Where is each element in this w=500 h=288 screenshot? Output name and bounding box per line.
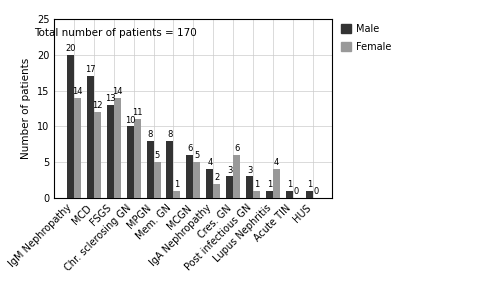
- Bar: [186, 155, 194, 198]
- Text: 5: 5: [194, 151, 200, 160]
- Text: 0: 0: [314, 187, 319, 196]
- Bar: [233, 155, 240, 198]
- Bar: [306, 191, 313, 198]
- Text: 13: 13: [105, 94, 116, 103]
- Bar: [246, 177, 253, 198]
- Legend: Male, Female: Male, Female: [338, 20, 395, 56]
- Text: 1: 1: [254, 180, 259, 189]
- Bar: [194, 162, 200, 198]
- Bar: [87, 76, 94, 198]
- Bar: [226, 177, 233, 198]
- Bar: [94, 112, 101, 198]
- Text: 1: 1: [267, 180, 272, 189]
- Text: 2: 2: [214, 173, 220, 182]
- Bar: [273, 169, 280, 198]
- Text: 3: 3: [227, 166, 232, 175]
- Text: 4: 4: [207, 158, 212, 167]
- Text: 1: 1: [306, 180, 312, 189]
- Text: 1: 1: [174, 180, 180, 189]
- Text: 8: 8: [168, 130, 172, 139]
- Text: Total number of patients = 170: Total number of patients = 170: [34, 28, 197, 38]
- Bar: [134, 119, 140, 198]
- Text: 4: 4: [274, 158, 279, 167]
- Bar: [214, 183, 220, 198]
- Text: 8: 8: [148, 130, 153, 139]
- Text: 5: 5: [154, 151, 160, 160]
- Text: 6: 6: [187, 144, 192, 153]
- Text: 17: 17: [85, 65, 96, 75]
- Text: 14: 14: [112, 87, 122, 96]
- Text: 1: 1: [287, 180, 292, 189]
- Bar: [253, 191, 260, 198]
- Bar: [74, 98, 81, 198]
- Text: 12: 12: [92, 101, 102, 110]
- Text: 3: 3: [247, 166, 252, 175]
- Text: 20: 20: [65, 44, 76, 53]
- Bar: [154, 162, 160, 198]
- Bar: [166, 141, 173, 198]
- Y-axis label: Number of patients: Number of patients: [22, 58, 32, 159]
- Bar: [67, 55, 74, 198]
- Text: 10: 10: [125, 115, 136, 124]
- Bar: [206, 169, 214, 198]
- Text: 11: 11: [132, 108, 142, 118]
- Text: 6: 6: [234, 144, 239, 153]
- Bar: [126, 126, 134, 198]
- Bar: [174, 191, 180, 198]
- Bar: [286, 191, 293, 198]
- Text: 0: 0: [294, 187, 299, 196]
- Bar: [114, 98, 120, 198]
- Bar: [266, 191, 273, 198]
- Bar: [107, 105, 114, 198]
- Bar: [146, 141, 154, 198]
- Text: 14: 14: [72, 87, 83, 96]
